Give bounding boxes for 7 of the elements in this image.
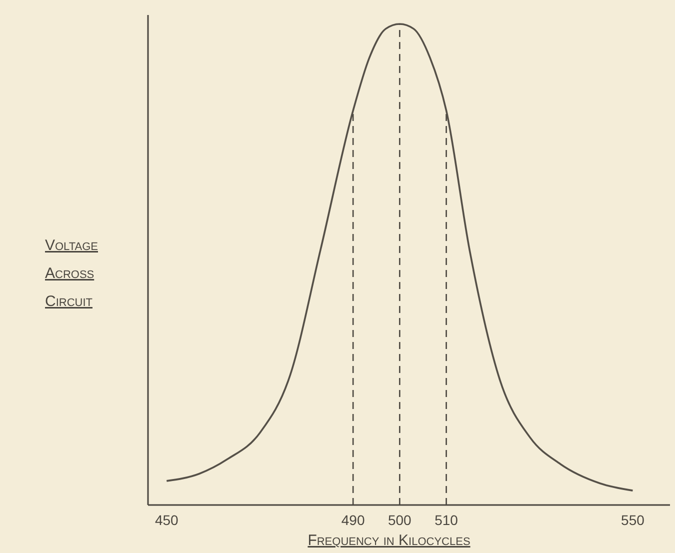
x-axis-title: Frequency in Kilocycles — [308, 532, 470, 549]
y-axis-title: Voltage Across Circuit — [45, 237, 98, 310]
x-tick-label: 490 — [341, 512, 365, 528]
x-tick-label: 450 — [154, 512, 179, 528]
x-tick-label: 500 — [388, 512, 412, 528]
x-tick-label: 550 — [621, 512, 645, 528]
x-tick-label: 510 — [434, 512, 458, 528]
